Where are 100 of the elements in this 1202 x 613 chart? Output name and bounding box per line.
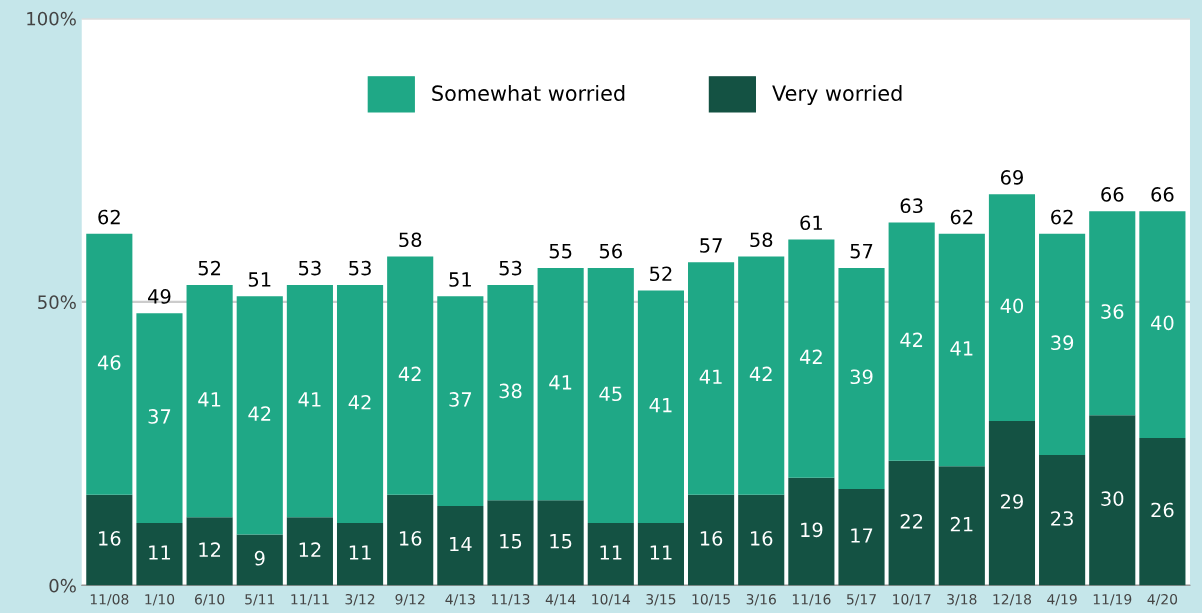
data-label: 19	[801, 522, 823, 538]
y-tick-label: 0%	[49, 578, 76, 593]
data-label: 41	[649, 397, 672, 413]
data-label: 42	[398, 366, 421, 381]
data-label: 46	[97, 355, 121, 370]
data-label: 38	[499, 383, 522, 399]
bar	[336, 523, 384, 586]
data-label: 15	[500, 534, 522, 549]
bar	[587, 267, 634, 524]
x-tick-label: 11/16	[792, 593, 831, 606]
data-label: 15	[550, 534, 572, 549]
x-tick-label: 3/12	[345, 593, 375, 606]
x-tick-label: 6/10	[194, 593, 225, 606]
total-label: 53	[349, 260, 371, 276]
data-label: 41	[298, 392, 321, 407]
bar	[838, 267, 885, 490]
bar	[1039, 233, 1086, 455]
x-tick-label: 12/18	[993, 593, 1032, 606]
bar	[387, 494, 434, 586]
bar	[738, 256, 785, 495]
data-label: 16	[399, 530, 422, 546]
bar	[537, 500, 584, 586]
bar	[86, 494, 133, 586]
x-tick-label: 11/08	[90, 593, 129, 606]
x-tick-label: 11/11	[291, 594, 329, 606]
bar	[1139, 437, 1186, 586]
data-label: 11	[349, 545, 371, 560]
total-label: 51	[449, 272, 471, 287]
data-label: 42	[248, 406, 271, 421]
legend-label: Somewhat worried	[432, 84, 625, 102]
bar	[537, 267, 584, 501]
bar	[1089, 211, 1136, 416]
total-label: 57	[850, 243, 873, 259]
data-label: 11	[600, 545, 622, 560]
bar	[888, 460, 935, 586]
x-tick-label: 4/19	[1047, 593, 1077, 606]
bar	[236, 296, 283, 535]
bar	[988, 420, 1036, 586]
data-label: 41	[699, 369, 722, 384]
bar	[487, 500, 534, 586]
x-tick-label: 11/19	[1093, 593, 1132, 606]
data-label: 11	[149, 545, 171, 560]
x-tick-label: 1/10	[145, 593, 175, 606]
data-label: 17	[851, 528, 873, 543]
bar	[487, 284, 534, 501]
total-label: 53	[299, 260, 321, 276]
bar	[437, 296, 484, 507]
bar	[688, 262, 735, 495]
bar	[387, 256, 434, 495]
bar	[186, 517, 233, 586]
y-tick-label: 50%	[38, 295, 76, 310]
data-label: 45	[599, 386, 622, 402]
bar	[86, 233, 133, 495]
data-label: 16	[99, 530, 121, 546]
x-tick-label: 11/13	[492, 593, 530, 606]
bar	[688, 494, 735, 586]
bar	[637, 290, 684, 524]
total-label: 52	[650, 266, 672, 282]
total-label: 69	[1000, 170, 1023, 185]
y-tick-label: 100%	[27, 11, 76, 26]
bar	[1039, 455, 1086, 586]
bar	[788, 239, 835, 478]
data-label: 29	[1001, 494, 1023, 509]
data-label: 36	[1101, 304, 1124, 319]
data-label: 22	[900, 513, 923, 529]
x-tick-label: 3/16	[746, 593, 776, 606]
bar	[136, 313, 183, 524]
x-tick-label: 3/18	[947, 593, 977, 606]
bar	[336, 284, 384, 524]
total-label: 66	[1151, 187, 1174, 202]
total-label: 62	[950, 209, 973, 225]
data-label: 42	[749, 366, 772, 381]
bar	[236, 534, 283, 586]
data-label: 41	[549, 375, 572, 390]
bar	[888, 222, 935, 461]
x-tick-label: 10/15	[692, 593, 730, 606]
data-label: 42	[348, 394, 371, 410]
data-label: 42	[900, 332, 923, 347]
bar	[938, 466, 985, 586]
total-label: 61	[800, 215, 822, 231]
data-label: 41	[950, 341, 973, 356]
data-label: 26	[1151, 502, 1174, 518]
total-label: 62	[1051, 209, 1073, 225]
bar	[988, 194, 1036, 421]
bar	[587, 523, 634, 586]
legend-label: Very worried	[772, 84, 902, 106]
data-label: 21	[950, 516, 973, 532]
x-tick-label: 10/17	[893, 593, 931, 606]
x-tick-label: 5/11	[245, 594, 275, 606]
bar	[738, 494, 785, 586]
bar	[637, 523, 684, 586]
x-tick-label: 4/20	[1147, 593, 1178, 606]
bar	[186, 284, 233, 518]
bar	[437, 506, 484, 586]
total-label: 51	[248, 272, 271, 287]
x-tick-label: 4/14	[545, 594, 576, 606]
total-label: 52	[198, 260, 221, 276]
data-label: 40	[1000, 298, 1024, 314]
data-label: 41	[198, 392, 221, 407]
total-label: 63	[900, 198, 923, 214]
